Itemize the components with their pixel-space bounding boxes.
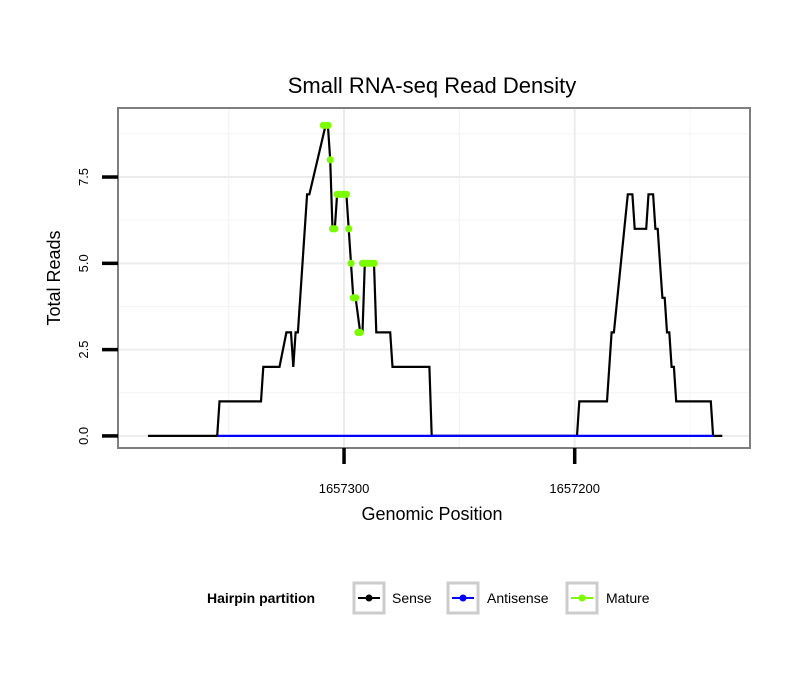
data-point-mature (345, 225, 353, 233)
y-axis-title: Total Reads (44, 230, 64, 325)
data-point-mature (331, 225, 339, 233)
legend: Hairpin partition Sense Antisense Mature (207, 581, 650, 615)
data-point-mature (370, 259, 378, 267)
chart-title: Small RNA-seq Read Density (288, 73, 577, 98)
legend-point-mature (578, 594, 586, 602)
legend-label-antisense: Antisense (487, 590, 549, 606)
y-tick-label: 0.0 (76, 427, 91, 445)
y-tick-label: 5.0 (76, 254, 91, 272)
legend-label-mature: Mature (606, 590, 650, 606)
y-tick-label: 2.5 (76, 341, 91, 359)
x-tick-label: 1657200 (549, 481, 600, 496)
x-tick-label: 1657300 (319, 481, 370, 496)
y-tick-label: 7.5 (76, 168, 91, 186)
legend-item-mature: Mature (565, 581, 650, 615)
data-point-mature (342, 190, 350, 198)
plot-panel (118, 108, 750, 448)
legend-point-antisense (459, 594, 467, 602)
data-point-mature (326, 156, 334, 164)
plot-border (117, 107, 751, 449)
legend-item-antisense: Antisense (446, 581, 549, 615)
data-point-mature (324, 121, 332, 129)
legend-title: Hairpin partition (207, 590, 315, 606)
x-axis-title: Genomic Position (361, 504, 502, 524)
data-point-mature (356, 328, 364, 336)
data-point-mature (347, 259, 355, 267)
data-point-mature (352, 294, 360, 302)
legend-label-sense: Sense (392, 590, 432, 606)
series-layer (148, 121, 723, 437)
axes: 1657300 1657200 0.0 2.5 5.0 7.5 (76, 168, 600, 496)
legend-point-sense (365, 594, 373, 602)
legend-item-sense: Sense (352, 581, 432, 615)
